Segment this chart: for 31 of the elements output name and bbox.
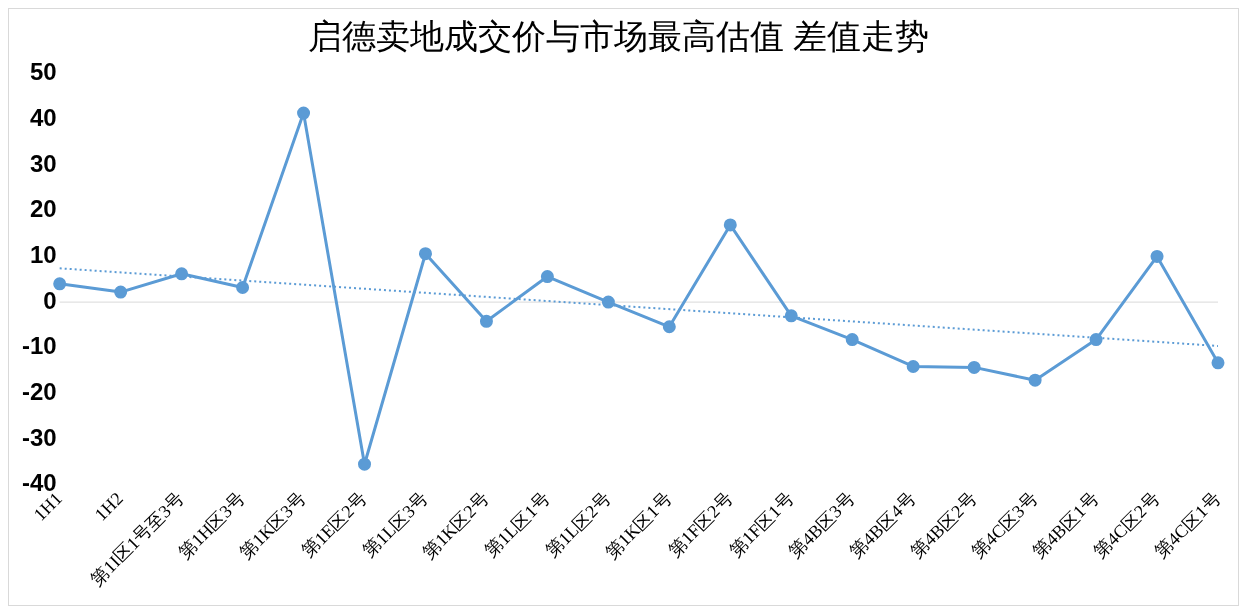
y-tick-label: 30 [29, 149, 57, 177]
point [418, 247, 432, 261]
point [784, 309, 798, 323]
point [540, 270, 554, 284]
point [662, 320, 676, 334]
y-tick-label: 40 [29, 104, 57, 132]
point [845, 333, 859, 347]
point [53, 277, 67, 291]
point [967, 360, 981, 374]
y-tick-label: -10 [22, 332, 57, 360]
point [479, 314, 493, 328]
point [1089, 333, 1103, 347]
point [114, 285, 128, 299]
point [358, 457, 372, 471]
point [236, 281, 250, 294]
y-tick-label: 50 [29, 58, 57, 86]
y-tick-label: 10 [29, 241, 57, 269]
point [1150, 249, 1164, 263]
y-tick-label: -20 [22, 378, 57, 406]
point [297, 106, 311, 120]
point [1211, 356, 1225, 370]
point [723, 218, 737, 232]
chart-title: 启德卖地成交价与市场最高估值 差值走势 [308, 18, 929, 56]
y-tick-label: -30 [22, 423, 57, 451]
point [1028, 373, 1042, 387]
point [906, 359, 920, 373]
x-tick-label: 1H2 [90, 488, 127, 525]
point [175, 267, 189, 281]
point [601, 295, 615, 309]
y-tick-label: 0 [43, 286, 57, 314]
y-tick-label: 20 [29, 195, 57, 223]
